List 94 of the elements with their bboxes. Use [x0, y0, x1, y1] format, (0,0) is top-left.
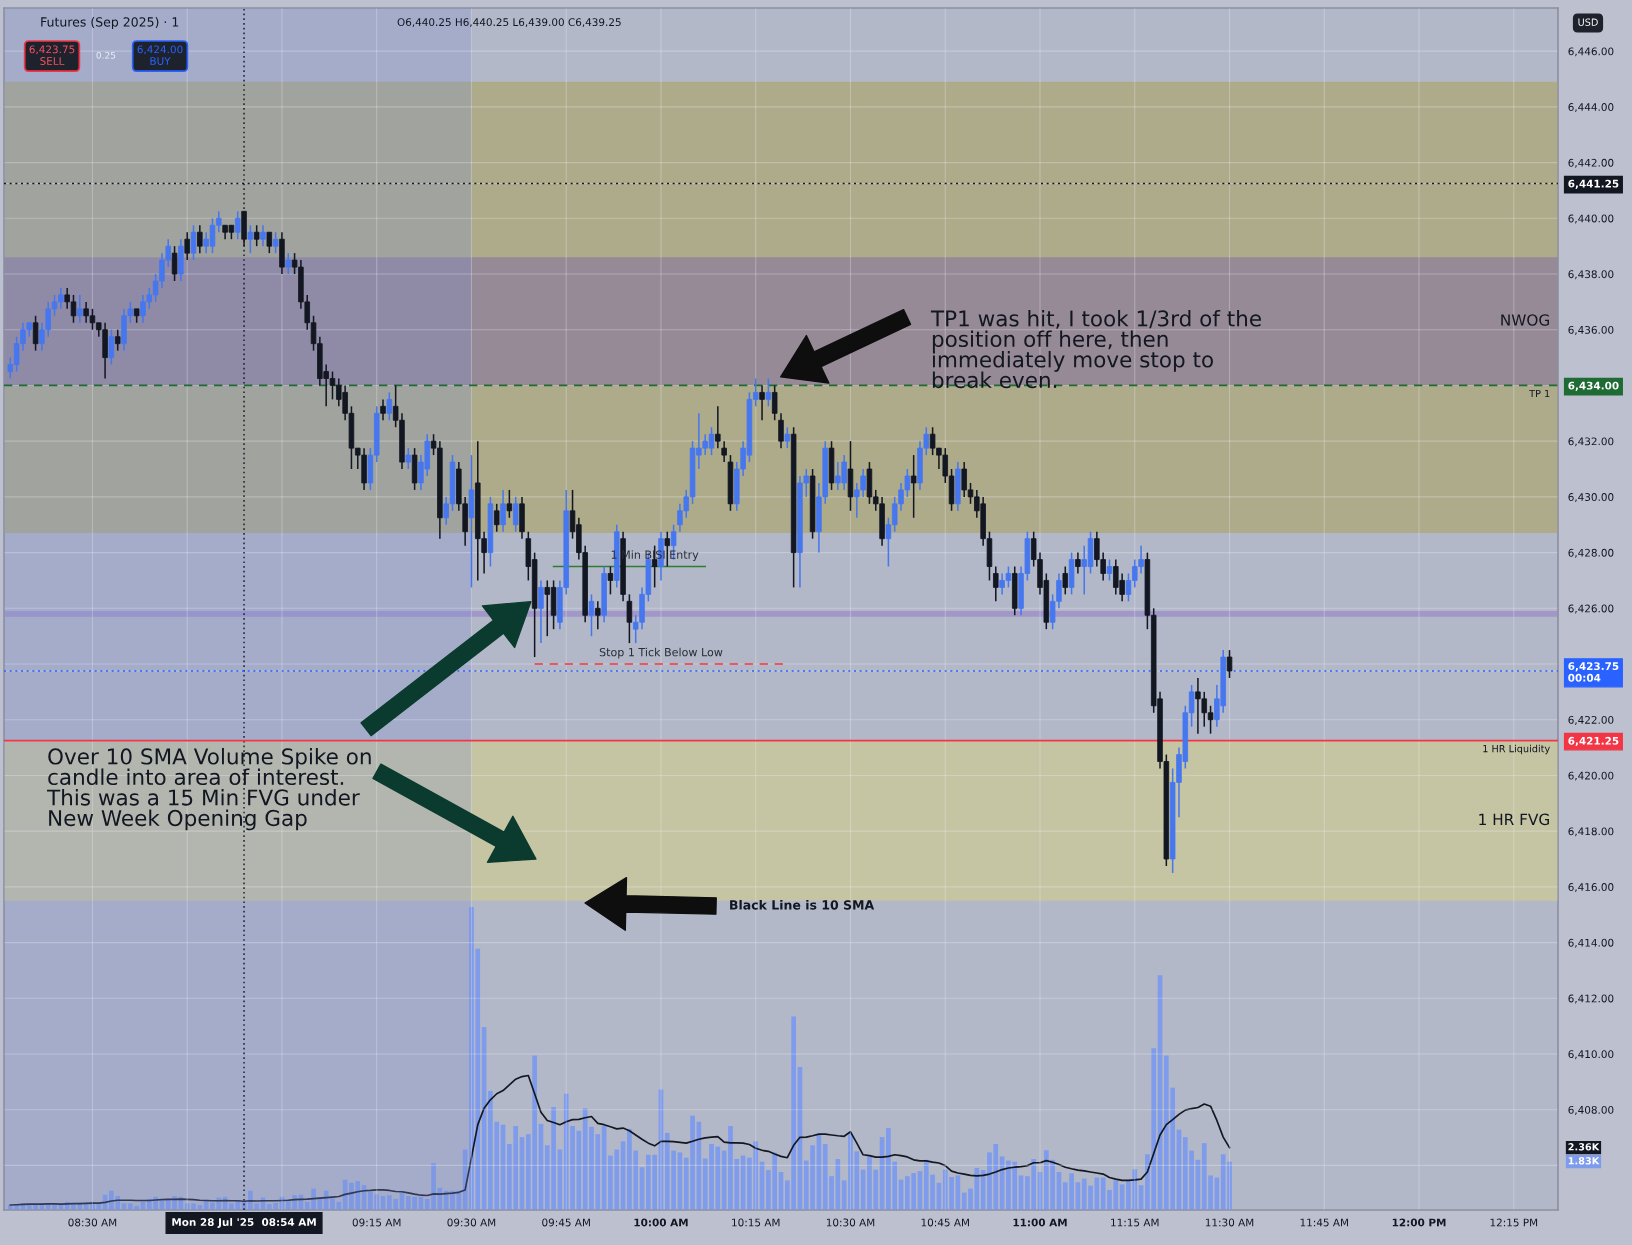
candlestick [778, 412, 784, 449]
y-tick-label: 6,434.00 [1568, 381, 1619, 391]
candlestick [595, 600, 601, 630]
y-tick-label: 6,408.00 [1568, 1105, 1614, 1115]
y-tick-label: 6,438.00 [1568, 270, 1614, 280]
y-tick-label: 6,421.25 [1568, 736, 1619, 747]
y2-tick-label: 2.36K [1568, 1143, 1600, 1151]
candlestick [285, 252, 292, 275]
candlestick [234, 210, 241, 240]
x-tick-label: 08:30 AM [68, 1218, 117, 1227]
candlestick [272, 231, 279, 254]
x-tick-label: 10:15 AM [732, 1218, 780, 1227]
candlestick [765, 377, 772, 408]
band-label: 1 HR FVG [1479, 813, 1549, 826]
annotation: 6,423.75 SELL [29, 45, 75, 65]
y-tick-label: 6,446.00 [1568, 47, 1614, 57]
candlestick [626, 593, 633, 644]
candlestick [493, 503, 500, 533]
candlestick [405, 447, 412, 470]
y-tick-label: 6,428.00 [1568, 548, 1614, 558]
text: USD [1578, 18, 1598, 26]
annotation: 6,424.00 BUY [137, 45, 183, 65]
candlestick [993, 565, 999, 603]
candlestick [506, 489, 513, 519]
x-tick-label: 10:30 AM [826, 1218, 875, 1227]
x-tick-label: 11:30 AM [1205, 1218, 1254, 1227]
candlestick [784, 426, 791, 449]
candlestick [771, 384, 778, 422]
x-tick-label: 09:15 AM [352, 1218, 401, 1227]
candlestick [197, 224, 203, 254]
y-tick-label: 6,444.00 [1568, 103, 1614, 113]
candlestick [607, 565, 614, 596]
ref-line-label: Mon 28 Jul '25 08:54 AM [172, 1217, 316, 1228]
candlestick [721, 440, 727, 463]
x-tick-label: 11:45 AM [1300, 1218, 1348, 1227]
candlestick [664, 530, 671, 568]
candlestick [1062, 565, 1069, 596]
x-tick-label: 11:00 AM [1013, 1218, 1067, 1227]
candlestick [266, 231, 273, 254]
y-tick-label: 6,440.00 [1568, 214, 1614, 224]
y2-tick-label: 1.83K [1568, 1157, 1600, 1165]
x-tick-label: 10:45 AM [921, 1218, 969, 1227]
candlestick [588, 593, 595, 637]
candlestick [1226, 649, 1233, 679]
candlestick [77, 294, 83, 324]
y-tick-label: 6,426.00 [1568, 604, 1614, 614]
y-tick-label: 6,422.00 [1568, 715, 1614, 725]
x-tick-label: 09:45 AM [542, 1218, 590, 1227]
y-tick-label: 6,412.00 [1568, 994, 1614, 1004]
candlestick [114, 328, 121, 352]
candlestick [538, 579, 544, 644]
annotation: Stop 1 Tick Below Low [599, 647, 723, 659]
candlestick [32, 315, 39, 352]
candlestick [500, 489, 506, 533]
y-tick-label: 6,410.00 [1568, 1050, 1614, 1060]
y-tick-label: 6,418.00 [1568, 827, 1614, 837]
y-tick-label: 6,416.00 [1568, 883, 1614, 893]
y-tick-label: 6,432.00 [1568, 437, 1614, 447]
candlestick [247, 224, 254, 254]
annotation: 0.25 [96, 51, 116, 59]
text: Futures (Sep 2025) · 1 [41, 16, 179, 30]
ref-line-label: TP 1 [1529, 389, 1550, 398]
y-tick-label: 6,441.25 [1568, 179, 1619, 189]
band-label: NWOG [1501, 314, 1549, 326]
candlestick [512, 496, 519, 533]
candlestick [715, 405, 721, 449]
candlestick [171, 245, 178, 282]
candlestick [184, 231, 190, 261]
candlestick [190, 224, 197, 261]
candlestick [910, 454, 917, 519]
candlestick [380, 398, 386, 422]
ref-line-label: 1 HR Liquidity [1483, 744, 1550, 755]
y-tick-label: 6,430.00 [1568, 493, 1614, 503]
y-tick-label: 6,442.00 [1568, 158, 1614, 168]
candlestick [253, 224, 260, 247]
candlestick [1075, 551, 1081, 575]
y-tick-label: 6,420.00 [1568, 771, 1614, 781]
candlestick [386, 391, 393, 422]
x-tick-label: 11:15 AM [1111, 1218, 1159, 1227]
candlestick [759, 384, 765, 422]
y-tick-label: 6,436.00 [1568, 325, 1614, 335]
annotation: Black Line is 10 SMA [730, 899, 875, 910]
y-tick-label: 6,423.75 00:04 [1568, 662, 1619, 682]
candlestick [260, 224, 266, 247]
y-tick-label: 6,414.00 [1568, 938, 1614, 948]
x-tick-label: 09:30 AM [447, 1218, 496, 1227]
x-tick-label: 12:00 PM [1392, 1218, 1446, 1227]
candlestick [1106, 558, 1113, 582]
x-tick-label: 10:00 AM [634, 1218, 688, 1227]
candlestick [108, 328, 115, 366]
text: O6,440.25 H6,440.25 L6,439.00 C6,439.25 [397, 18, 621, 28]
annotation: Over 10 SMA Volume Spike on candle into area of interest. This was a 15 Min FVG under New Week Opening Gap [46, 747, 371, 831]
x-tick-label: 12:15 PM [1490, 1218, 1538, 1227]
annotation: TP1 was hit, I took 1/3rd of the position off here, then immediately move stop to break even. [930, 309, 1261, 389]
